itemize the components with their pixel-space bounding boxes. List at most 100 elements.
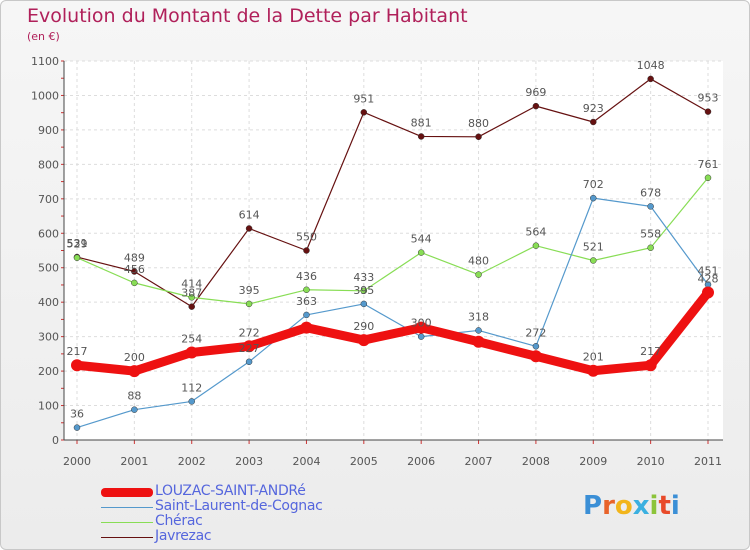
data-point bbox=[532, 343, 540, 350]
logo-letter: P bbox=[583, 491, 603, 521]
data-label: 489 bbox=[124, 252, 145, 265]
data-point bbox=[303, 286, 310, 294]
series-line bbox=[76, 78, 709, 308]
y-tick-label: 800 bbox=[38, 158, 59, 171]
y-tick-label: 1000 bbox=[31, 89, 59, 102]
data-point bbox=[532, 102, 540, 110]
data-point bbox=[360, 109, 368, 116]
data-label: 451 bbox=[698, 265, 719, 278]
data-label: 428 bbox=[698, 273, 719, 286]
x-tick-label: 2000 bbox=[63, 455, 91, 468]
data-point bbox=[360, 300, 368, 308]
data-label: 36 bbox=[70, 408, 84, 421]
data-label: 387 bbox=[181, 287, 202, 300]
data-point bbox=[475, 271, 482, 278]
series-line bbox=[76, 197, 709, 429]
data-label: 395 bbox=[239, 284, 260, 297]
data-label: 531 bbox=[67, 237, 88, 250]
y-tick-label: 600 bbox=[38, 227, 59, 240]
data-point bbox=[300, 321, 313, 334]
x-tick-label: 2009 bbox=[579, 455, 607, 468]
y-tick-label: 400 bbox=[38, 296, 59, 309]
legend-label-saint-laurent: Saint-Laurent-de-Cognac bbox=[155, 498, 323, 514]
data-label: 290 bbox=[353, 320, 374, 333]
data-label: 300 bbox=[411, 317, 432, 330]
y-tick-label: 1100 bbox=[31, 55, 59, 68]
data-label: 564 bbox=[525, 226, 546, 239]
data-label: 702 bbox=[583, 178, 604, 191]
data-point bbox=[131, 279, 138, 287]
logo-letter: r bbox=[602, 491, 615, 521]
data-point bbox=[245, 358, 253, 366]
legend-swatch-cherac bbox=[101, 522, 153, 523]
data-label: 272 bbox=[239, 326, 260, 339]
chart-title: Evolution du Montant de la Dette par Hab… bbox=[27, 5, 468, 27]
x-tick-label: 2007 bbox=[465, 455, 493, 468]
data-point bbox=[131, 406, 138, 413]
legend-swatch-louzac bbox=[101, 488, 153, 497]
data-label: 529 bbox=[67, 238, 88, 251]
legend-label-cherac: Chérac bbox=[155, 513, 203, 529]
data-label: 201 bbox=[583, 351, 604, 364]
data-point bbox=[417, 333, 425, 340]
data-point bbox=[532, 242, 540, 249]
x-tick-label: 2010 bbox=[637, 455, 665, 468]
series-line bbox=[72, 288, 713, 376]
data-point bbox=[360, 287, 368, 295]
data-point bbox=[71, 359, 83, 372]
data-point bbox=[647, 203, 654, 210]
legend-swatch-saint-laurent bbox=[101, 507, 153, 508]
data-point bbox=[702, 286, 714, 299]
data-label: 433 bbox=[353, 271, 374, 284]
data-point bbox=[357, 334, 370, 347]
data-point bbox=[245, 225, 253, 232]
data-label: 480 bbox=[468, 255, 489, 268]
y-tick-label: 100 bbox=[38, 400, 59, 413]
data-label: 217 bbox=[640, 345, 661, 358]
data-label: 456 bbox=[124, 263, 145, 276]
data-label: 318 bbox=[468, 310, 489, 323]
x-tick-label: 2006 bbox=[407, 455, 435, 468]
data-point bbox=[704, 174, 712, 182]
x-tick-label: 2003 bbox=[235, 455, 263, 468]
data-label: 678 bbox=[640, 186, 661, 199]
x-tick-label: 2001 bbox=[120, 455, 148, 468]
data-label: 272 bbox=[525, 326, 546, 339]
data-point bbox=[303, 311, 310, 319]
plot-area bbox=[64, 61, 723, 440]
y-tick-label: 500 bbox=[38, 262, 59, 275]
data-label: 544 bbox=[411, 233, 432, 246]
data-label: 436 bbox=[296, 270, 317, 283]
data-point bbox=[704, 108, 712, 115]
data-point bbox=[417, 249, 425, 256]
logo-letter: i bbox=[649, 491, 659, 521]
x-tick-label: 2004 bbox=[292, 455, 320, 468]
x-tick-label: 2002 bbox=[178, 455, 206, 468]
data-label: 951 bbox=[353, 92, 374, 105]
x-tick-label: 2008 bbox=[522, 455, 550, 468]
legend-swatch-javrezac bbox=[101, 537, 153, 538]
data-point bbox=[415, 321, 428, 334]
data-point bbox=[529, 350, 542, 363]
y-tick-label: 200 bbox=[38, 365, 59, 378]
data-label: 88 bbox=[127, 390, 141, 403]
data-point bbox=[73, 424, 81, 431]
data-point bbox=[475, 327, 482, 334]
data-point bbox=[188, 303, 195, 310]
data-label: 969 bbox=[525, 86, 546, 99]
data-point bbox=[245, 300, 253, 308]
data-label: 880 bbox=[468, 117, 489, 130]
data-point bbox=[644, 359, 657, 372]
data-label: 521 bbox=[583, 240, 604, 253]
data-label: 112 bbox=[181, 381, 202, 394]
logo-letter: t bbox=[658, 491, 671, 521]
data-label: 1048 bbox=[637, 59, 665, 72]
data-label: 363 bbox=[296, 295, 317, 308]
data-label: 227 bbox=[239, 342, 260, 355]
data-point bbox=[73, 254, 81, 261]
data-point bbox=[647, 75, 654, 83]
y-tick-label: 300 bbox=[38, 331, 59, 344]
data-point bbox=[128, 365, 141, 378]
data-point bbox=[647, 244, 654, 251]
